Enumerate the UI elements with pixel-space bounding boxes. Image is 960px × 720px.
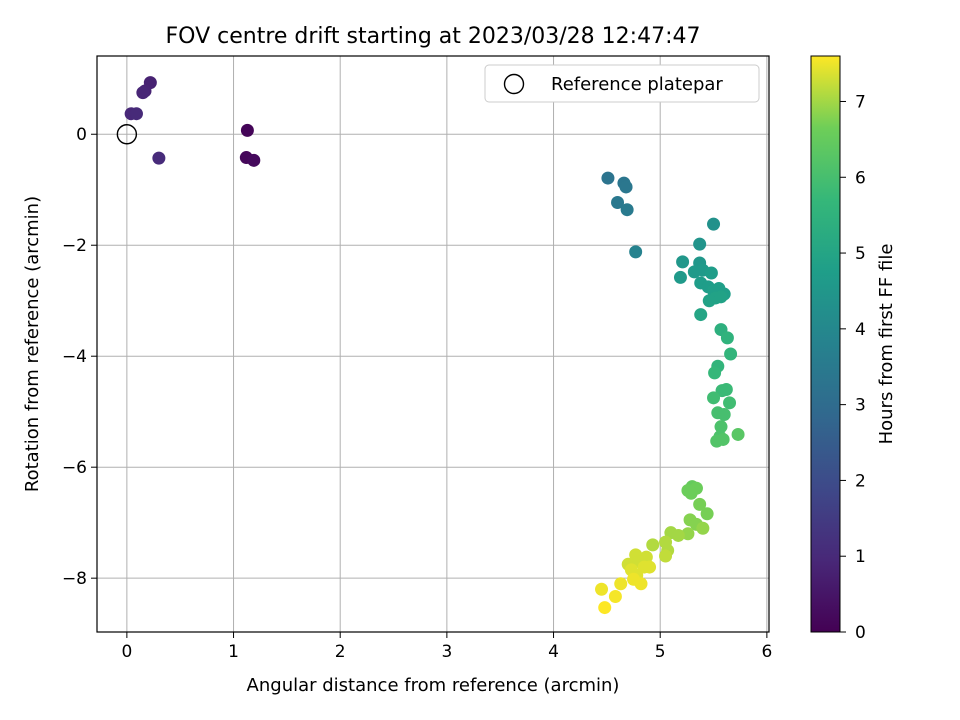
colorbar-tick-label: 6 (855, 168, 866, 188)
x-tick-label: 0 (121, 642, 132, 662)
scatter-point (694, 308, 708, 322)
scatter-point (708, 366, 722, 380)
x-axis-label: Angular distance from reference (arcmin) (247, 675, 620, 696)
scatter-point (693, 237, 707, 251)
scatter-point (614, 577, 628, 591)
x-tick-label: 2 (335, 642, 346, 662)
scatter-point (724, 347, 738, 361)
scatter-point (608, 589, 622, 603)
y-tick-label: 0 (76, 125, 87, 145)
scatter-point (619, 180, 633, 194)
scatter-point (731, 427, 745, 441)
scatter-point (601, 171, 615, 185)
scatter-point (717, 407, 731, 421)
scatter-point (595, 582, 609, 596)
chart-title: FOV centre drift starting at 2023/03/28 … (166, 24, 701, 49)
scatter-point (714, 420, 728, 434)
scatter-point (719, 383, 733, 397)
grid (97, 56, 769, 632)
x-tick-label: 6 (761, 642, 772, 662)
scatter-point (643, 560, 657, 574)
colorbar-tick-label: 2 (855, 471, 866, 491)
scatter-point (673, 270, 687, 284)
x-tick-label: 5 (655, 642, 666, 662)
y-tick-label: −8 (62, 569, 87, 589)
colorbar-gradient (810, 55, 841, 633)
colorbar-tick-label: 5 (855, 244, 866, 264)
y-tick-label: −6 (62, 458, 87, 478)
scatter-point (247, 153, 261, 167)
colorbar-label: Hours from first FF file (876, 244, 897, 445)
scatter-point (707, 217, 721, 231)
y-tick-label: −4 (62, 347, 87, 367)
scatter-point (240, 123, 254, 137)
y-axis-label: Rotation from reference (arcmin) (22, 196, 43, 492)
scatter-point (693, 497, 707, 511)
reference-point-layer (116, 124, 138, 145)
scatter-point (676, 255, 690, 269)
reference-platepar-marker (116, 124, 138, 145)
legend-box (484, 64, 760, 103)
scatter-point (720, 331, 734, 345)
scatter-point (707, 391, 721, 405)
scatter-point (681, 527, 695, 541)
scatter-point (152, 151, 166, 165)
colorbar: 0 1 2 3 4 5 6 7 Hours from first FF file (810, 55, 897, 643)
colorbar-tick-label: 3 (855, 396, 866, 416)
colorbar-ticks: 0 1 2 3 4 5 6 7 (840, 92, 866, 643)
legend-entry-reference: Reference platepar (551, 74, 723, 95)
colorbar-tick-label: 4 (855, 320, 866, 340)
colorbar-tick-label: 1 (855, 547, 866, 567)
x-tick-label: 3 (441, 642, 452, 662)
scatter-point (646, 538, 660, 552)
plot-frame (96, 55, 770, 633)
legend: Reference platepar (484, 64, 760, 103)
data-points (124, 76, 745, 615)
scatter-point (696, 521, 710, 535)
scatter-point (634, 577, 648, 591)
scatter-point (671, 528, 685, 542)
x-tick-label: 1 (228, 642, 239, 662)
y-tick-label: −2 (62, 236, 87, 256)
scatter-point (723, 396, 737, 410)
scatter-point (629, 245, 643, 259)
scatter-point (704, 266, 718, 280)
scatter-point (700, 507, 714, 521)
scatter-point (136, 86, 150, 100)
scatter-point (611, 195, 625, 209)
colorbar-tick-label: 7 (855, 92, 866, 112)
scatter-point (129, 107, 143, 121)
x-tick-label: 4 (548, 642, 559, 662)
scatter-point (598, 601, 612, 615)
x-axis-ticks: 0 1 2 3 4 5 6 (121, 632, 772, 662)
legend-marker-icon (503, 73, 525, 95)
scatter-point (684, 486, 698, 500)
scatter-point (659, 549, 673, 563)
scatter-point (620, 203, 634, 217)
y-axis-ticks: 0 −2 −4 −6 −8 (62, 125, 97, 589)
scatter-point (702, 294, 716, 308)
scatter-point (716, 432, 730, 446)
colorbar-tick-label: 0 (855, 623, 866, 643)
